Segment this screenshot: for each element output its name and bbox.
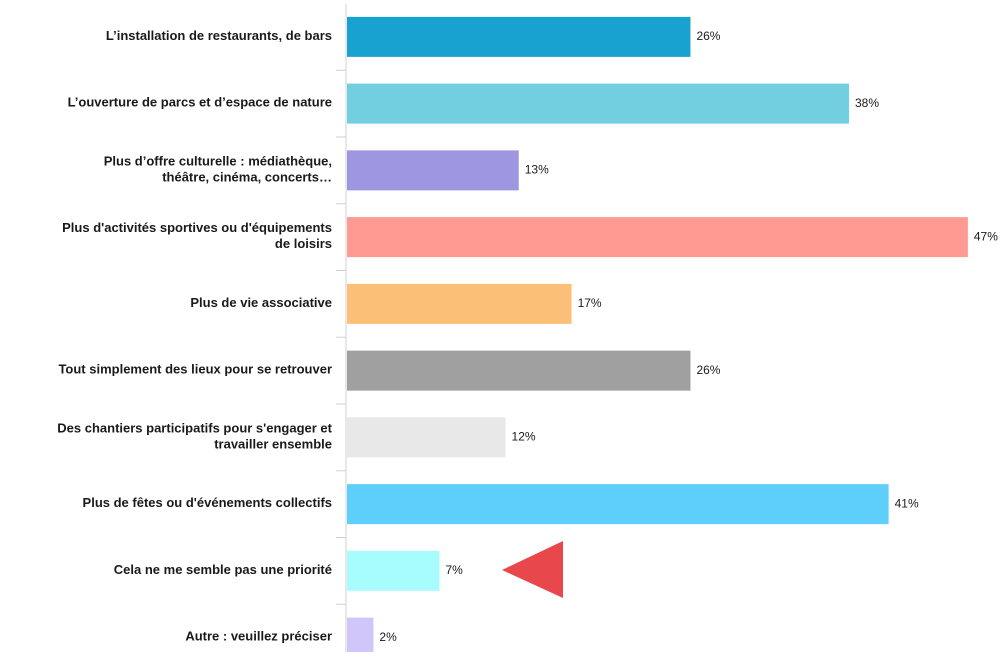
bar — [347, 417, 506, 458]
category-label: Plus de fêtes ou d'événements collectifs — [83, 496, 332, 511]
category-label: Plus de vie associative — [190, 295, 332, 310]
value-label: 26% — [696, 29, 720, 43]
category-label: Cela ne me semble pas une priorité — [114, 562, 332, 577]
category-label: Autre : veuillez préciser — [185, 629, 332, 644]
category-label: L’ouverture de parcs et d’espace de natu… — [68, 95, 332, 110]
bar — [347, 550, 440, 591]
category-label: Plus d'activités sportives ou d'équipeme… — [62, 221, 332, 252]
bar — [347, 617, 374, 657]
category-label: Plus d’offre culturelle : médiathèque, th… — [104, 154, 332, 185]
value-label: 12% — [512, 430, 536, 444]
bar — [347, 16, 691, 57]
value-label: 26% — [696, 363, 720, 377]
value-label: 17% — [578, 296, 602, 310]
bar — [347, 484, 889, 525]
value-label: 2% — [379, 630, 397, 644]
value-label: 7% — [445, 563, 463, 577]
pointer-arrow — [502, 541, 563, 598]
category-label: Tout simplement des lieux pour se retrou… — [58, 362, 332, 377]
value-label: 47% — [974, 229, 998, 243]
value-label: 13% — [525, 163, 549, 177]
category-label: L’installation de restaurants, de bars — [106, 28, 332, 43]
value-label: 41% — [895, 496, 919, 510]
category-label: Des chantiers participatifs pour s'engag… — [57, 421, 332, 452]
bar — [347, 217, 968, 258]
bar — [347, 283, 572, 324]
bar — [347, 150, 519, 191]
value-label: 38% — [855, 96, 879, 110]
bar — [347, 350, 691, 391]
bar — [347, 83, 849, 124]
